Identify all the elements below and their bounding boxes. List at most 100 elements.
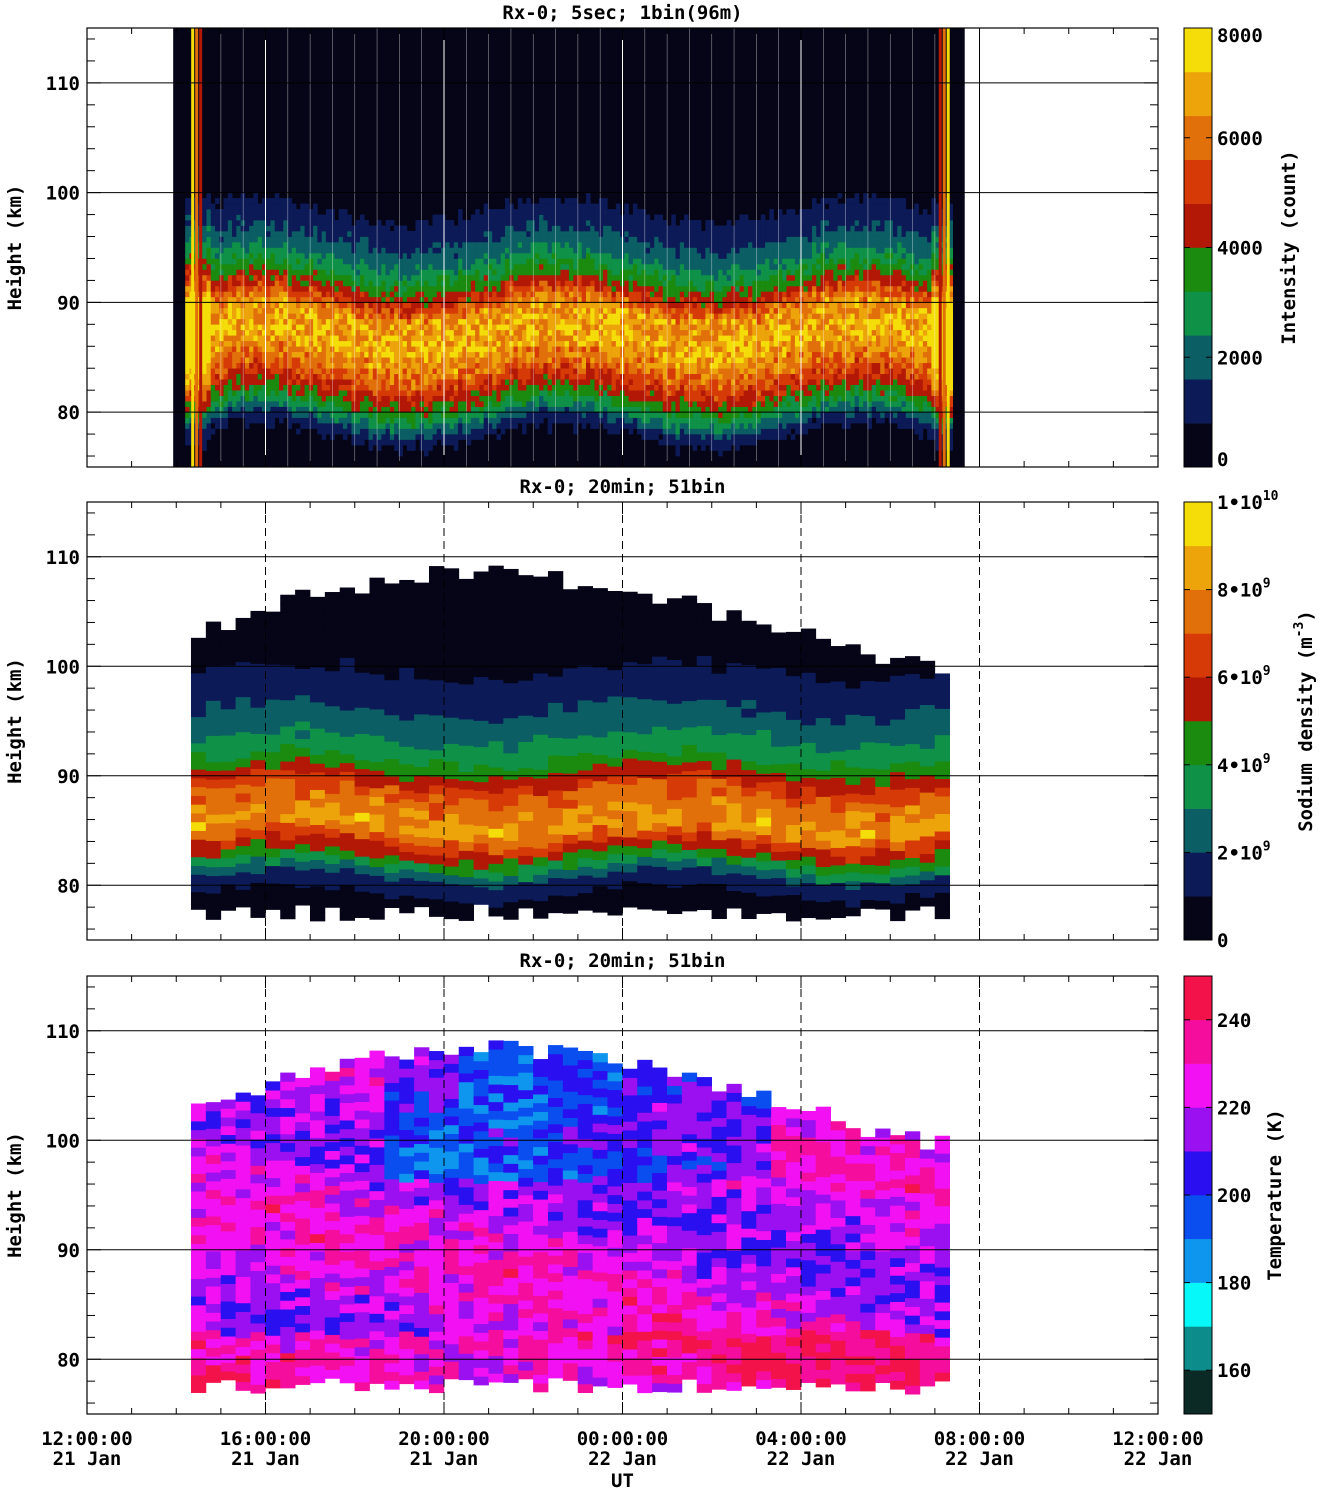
intensity-cell [671, 247, 676, 254]
intensity-cell [453, 428, 459, 435]
intensity-cell [696, 417, 702, 424]
intensity-cell [696, 313, 702, 320]
intensity-cell [470, 280, 476, 287]
intensity-cell [568, 285, 574, 292]
intensity-cell [628, 214, 634, 221]
intensity-cell [296, 209, 301, 215]
intensity-cell [551, 329, 557, 336]
intensity-cell [509, 296, 514, 303]
intensity-cell [466, 242, 472, 248]
intensity-cell [291, 384, 297, 391]
intensity-cell [296, 274, 301, 281]
intensity-cell [624, 324, 629, 331]
intensity-cell [185, 280, 190, 287]
intensity-cell [389, 247, 395, 254]
intensity-cell [534, 395, 540, 402]
intensity-cell [232, 291, 237, 298]
intensity-cell [696, 291, 702, 298]
intensity-cell [347, 280, 352, 287]
intensity-cell [334, 296, 339, 303]
intensity-cell [445, 296, 450, 303]
intensity-cell [679, 263, 685, 270]
intensity-cell [658, 258, 664, 265]
intensity-cell [304, 252, 310, 259]
intensity-cell [509, 313, 514, 320]
intensity-cell [556, 406, 561, 413]
intensity-cell [662, 368, 668, 375]
intensity-cell [223, 346, 229, 353]
intensity-cell [270, 269, 276, 276]
intensity-cell [321, 280, 327, 287]
intensity-cell [351, 423, 357, 429]
intensity-cell [696, 225, 702, 232]
intensity-cell [308, 269, 314, 276]
intensity-cell [381, 280, 386, 287]
intensity-cell [547, 335, 553, 342]
intensity-cell [492, 406, 497, 413]
intensity-cell [662, 231, 668, 237]
intensity-cell [406, 252, 412, 259]
intensity-cell [206, 401, 212, 407]
intensity-cell [270, 368, 276, 375]
intensity-cell [526, 236, 531, 243]
intensity-cell [509, 231, 514, 237]
intensity-cell [671, 373, 676, 380]
intensity-cell [696, 318, 702, 325]
intensity-cell [257, 214, 263, 221]
intensity-cell [355, 351, 361, 358]
intensity-cell [385, 368, 391, 375]
intensity-cell [662, 395, 668, 402]
intensity-cell [432, 439, 438, 446]
intensity-cell [458, 280, 463, 287]
intensity-cell [581, 340, 587, 347]
intensity-cell [185, 340, 190, 347]
intensity-cell [547, 203, 553, 210]
intensity-cell [334, 291, 339, 298]
intensity-cell [351, 313, 357, 320]
intensity-cell [568, 231, 574, 237]
intensity-cell [475, 313, 480, 320]
intensity-cell [581, 412, 587, 418]
intensity-cell [325, 335, 331, 342]
intensity-cell [283, 307, 288, 314]
intensity-cell [389, 263, 395, 270]
intensity-cell [206, 192, 212, 199]
intensity-cell [504, 198, 510, 204]
intensity-cell [185, 236, 190, 243]
intensity-cell [428, 263, 433, 270]
intensity-cell [581, 335, 587, 342]
intensity-cell [436, 269, 442, 276]
intensity-cell [215, 351, 220, 358]
intensity-cell [453, 417, 459, 424]
intensity-cell [219, 346, 224, 353]
intensity-cell [360, 280, 365, 287]
intensity-cell [470, 329, 476, 336]
intensity-cell [679, 225, 685, 232]
intensity-cell [479, 351, 484, 358]
intensity-cell [696, 373, 702, 380]
intensity-cell [675, 252, 681, 259]
intensity-cell [692, 384, 698, 391]
intensity-cell [377, 384, 382, 391]
intensity-cell [445, 357, 450, 364]
intensity-cell [360, 225, 365, 232]
intensity-cell [675, 368, 681, 375]
intensity-cell [679, 439, 685, 446]
intensity-cell [232, 313, 237, 320]
intensity-cell [296, 406, 301, 413]
intensity-cell [411, 280, 416, 287]
intensity-cell [637, 340, 642, 347]
intensity-cell [257, 280, 263, 287]
intensity-cell [253, 395, 258, 402]
intensity-cell [658, 313, 664, 320]
intensity-cell [632, 296, 638, 303]
intensity-cell [304, 423, 310, 429]
intensity-cell [513, 302, 519, 309]
intensity-cell [462, 225, 467, 232]
intensity-cell [530, 346, 536, 353]
intensity-cell [534, 318, 540, 325]
intensity-cell [496, 263, 502, 270]
intensity-cell [377, 236, 382, 243]
intensity-cell [628, 401, 634, 407]
intensity-cell [684, 346, 689, 353]
